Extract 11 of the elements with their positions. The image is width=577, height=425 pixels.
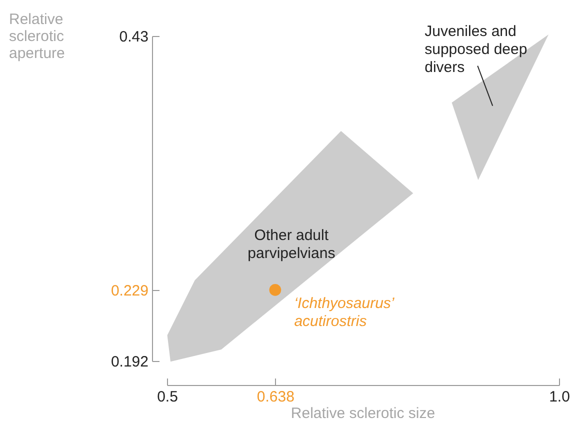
- series-label: ‘Ichthyosaurus’ acutirostris: [294, 294, 395, 330]
- x-tick-label: 0.638: [256, 388, 294, 406]
- y-tick-label: 0.229: [110, 282, 148, 300]
- series-label: Juveniles and supposed deep divers: [424, 22, 528, 76]
- series-label: Other adult parvipelvians: [248, 227, 336, 262]
- x-tick-label: 0.5: [157, 388, 178, 406]
- x-tick-label: 1.0: [549, 388, 570, 406]
- y-axis-title: Relative sclerotic aperture: [9, 11, 65, 62]
- y-tick-label: 0.43: [119, 28, 148, 46]
- y-tick-label: 0.192: [110, 354, 148, 370]
- x-axis-title: Relative sclerotic size: [290, 405, 436, 422]
